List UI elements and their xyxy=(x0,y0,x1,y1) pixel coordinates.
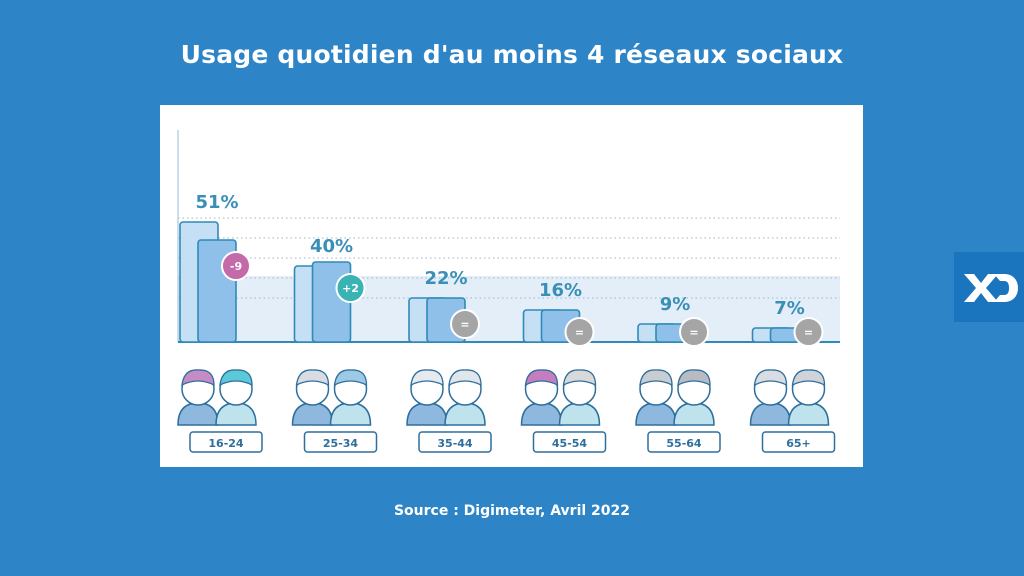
change-badge xyxy=(679,317,709,347)
change-badge-label: = xyxy=(689,326,698,339)
age-label: 25-34 xyxy=(323,437,359,450)
change-badge-label: = xyxy=(804,326,813,339)
value-label: 9% xyxy=(660,294,691,315)
person-hair xyxy=(295,369,330,387)
person-hair xyxy=(181,369,215,387)
age-label: 65+ xyxy=(786,437,811,450)
change-badge xyxy=(335,273,366,303)
person-hair xyxy=(639,369,673,387)
people-icon xyxy=(406,369,486,426)
age-label-box xyxy=(189,431,263,453)
age-group-55-64: 9% = 55-64 xyxy=(635,294,721,453)
person-body xyxy=(406,402,448,426)
person-body xyxy=(215,402,257,426)
person-hair xyxy=(753,369,788,387)
person-hair xyxy=(791,369,826,387)
person-body xyxy=(177,402,219,426)
person-body xyxy=(329,402,372,426)
person-hair xyxy=(410,369,444,387)
age-label-box xyxy=(532,431,607,453)
people-icon xyxy=(635,369,715,426)
age-label: 35-44 xyxy=(437,437,473,450)
person-hair xyxy=(333,369,368,387)
age-label: 55-64 xyxy=(666,437,702,450)
person-body xyxy=(749,402,792,426)
people-icon xyxy=(749,369,830,426)
chart-panel: 51% -9 16-24 40% +2 25-34 22% = 35-44 16% = 45-54 9%… xyxy=(160,105,863,467)
value-label: 51% xyxy=(195,192,238,213)
xd-logo xyxy=(954,252,1024,322)
change-badge-label: = xyxy=(460,318,469,331)
person-body xyxy=(635,402,677,426)
bar-current xyxy=(311,261,352,343)
chart-title: Usage quotidien d'au moins 4 réseaux soc… xyxy=(180,40,844,69)
person-body xyxy=(558,402,601,426)
background-band xyxy=(178,276,840,342)
change-badge xyxy=(793,317,824,347)
value-label: 16% xyxy=(539,280,582,301)
person-hair xyxy=(524,369,559,387)
person-hair xyxy=(677,369,711,387)
xd-logo-icon xyxy=(964,274,1018,302)
age-label: 45-54 xyxy=(552,437,588,450)
age-label-box xyxy=(303,431,378,453)
age-group-45-54: 16% = 45-54 xyxy=(520,280,607,453)
person-body xyxy=(520,402,563,426)
change-badge xyxy=(564,317,595,347)
person-body xyxy=(444,402,486,426)
change-badge-label: = xyxy=(575,326,584,339)
value-label: 7% xyxy=(774,298,805,319)
people-icon xyxy=(291,369,372,426)
value-label: 22% xyxy=(424,268,467,289)
person-hair xyxy=(448,369,482,387)
people-icon xyxy=(520,369,601,426)
person-body xyxy=(673,402,715,426)
person-body xyxy=(291,402,334,426)
change-badge-label: +2 xyxy=(342,282,359,295)
bar-chart: 51% -9 16-24 40% +2 25-34 22% = 35-44 16% = 45-54 9%… xyxy=(177,130,840,453)
people-icon xyxy=(177,369,257,426)
age-label-box xyxy=(647,431,721,453)
source-note: Source : Digimeter, Avril 2022 xyxy=(393,503,631,519)
age-label-box xyxy=(418,431,492,453)
age-group-25-34: 40% +2 25-34 xyxy=(291,236,378,453)
person-hair xyxy=(219,369,253,387)
age-group-65+: 7% = 65+ xyxy=(749,298,836,453)
age-label: 16-24 xyxy=(208,437,244,450)
person-body xyxy=(787,402,830,426)
change-badge xyxy=(450,309,480,339)
change-badge-label: -9 xyxy=(230,260,242,273)
value-label: 40% xyxy=(310,236,353,257)
person-hair xyxy=(562,369,597,387)
age-group-16-24: 51% -9 16-24 xyxy=(177,192,263,453)
change-badge xyxy=(221,251,251,281)
age-label-box xyxy=(761,431,836,453)
age-group-35-44: 22% = 35-44 xyxy=(406,268,492,453)
